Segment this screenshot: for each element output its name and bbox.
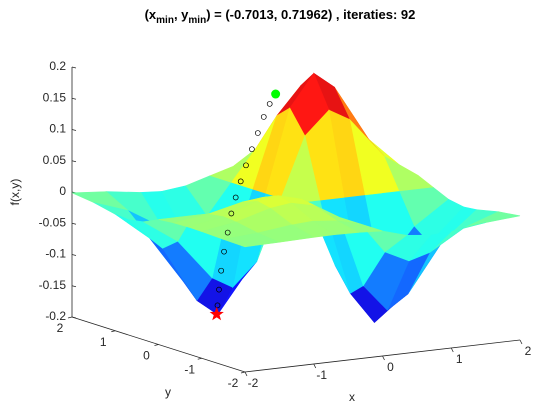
surface-face (222, 232, 281, 248)
path-point (221, 248, 227, 255)
z-tick-label: -0.1 (45, 247, 66, 261)
path-point (216, 286, 222, 293)
y-tick (154, 344, 159, 346)
path-point (228, 210, 235, 217)
title-subscript: min (156, 15, 174, 26)
x-tick (450, 347, 454, 353)
z-tick (71, 66, 77, 69)
y-tick (111, 330, 116, 333)
x-tick (244, 371, 248, 377)
path-point (254, 130, 261, 136)
chart-title: (xmin, ymin) = (-0.7013, 0.71962) , iter… (145, 7, 416, 25)
y-tick-label: 0 (143, 349, 150, 363)
z-tick (71, 254, 77, 256)
z-tick-label: 0.1 (49, 122, 66, 136)
z-tick-label: 0.05 (43, 153, 67, 167)
x-tick-label: -1 (316, 368, 327, 382)
title-text: ) = (-0.7013, 0.71962) , iteraties: 92 (206, 7, 415, 22)
z-tick (71, 160, 77, 163)
z-tick (71, 97, 77, 100)
path-point (260, 114, 267, 120)
y-tick (240, 371, 246, 374)
y-tick (67, 316, 73, 319)
x-tick (313, 363, 317, 369)
y-tick-label: -2 (228, 376, 239, 390)
z-tick (71, 316, 77, 319)
x-tick (519, 339, 523, 345)
path-point (214, 302, 221, 309)
path-point (218, 267, 225, 274)
y-axis-label: y (165, 385, 171, 399)
surface (71, 72, 521, 323)
path-point (243, 162, 249, 169)
x-tick-label: 1 (456, 352, 463, 366)
y-tick-label: 2 (57, 321, 64, 335)
title-text: , y (174, 7, 189, 22)
y-tick-label: 1 (100, 335, 107, 349)
z-tick-label: 0.2 (49, 59, 66, 73)
x-tick (382, 355, 385, 361)
minimum-point (209, 306, 224, 321)
x-axis-label: x (349, 390, 355, 404)
x-tick-label: 0 (387, 360, 394, 374)
z-tick-label: -0.05 (39, 215, 67, 229)
z-tick-label: -0.2 (45, 309, 66, 323)
path-point (266, 101, 273, 107)
y-tick (197, 357, 202, 360)
z-tick-label: 0.15 (43, 90, 67, 104)
title-subscript: min (188, 15, 206, 26)
z-axis-label: f(x,y) (8, 179, 22, 206)
path-point (232, 194, 239, 201)
z-tick (71, 285, 77, 288)
path-point (224, 229, 231, 236)
z-tick (71, 222, 77, 225)
path-point (249, 146, 255, 153)
y-tick-label: -1 (184, 362, 195, 376)
z-tick-label: 0 (59, 184, 66, 198)
x-tick-label: 2 (525, 344, 532, 358)
title-text: (x (145, 7, 157, 22)
x-tick-label: -2 (248, 376, 259, 390)
start-point (271, 89, 281, 99)
z-tick (71, 129, 77, 131)
path-point (237, 178, 244, 185)
z-tick-label: -0.15 (39, 278, 67, 292)
